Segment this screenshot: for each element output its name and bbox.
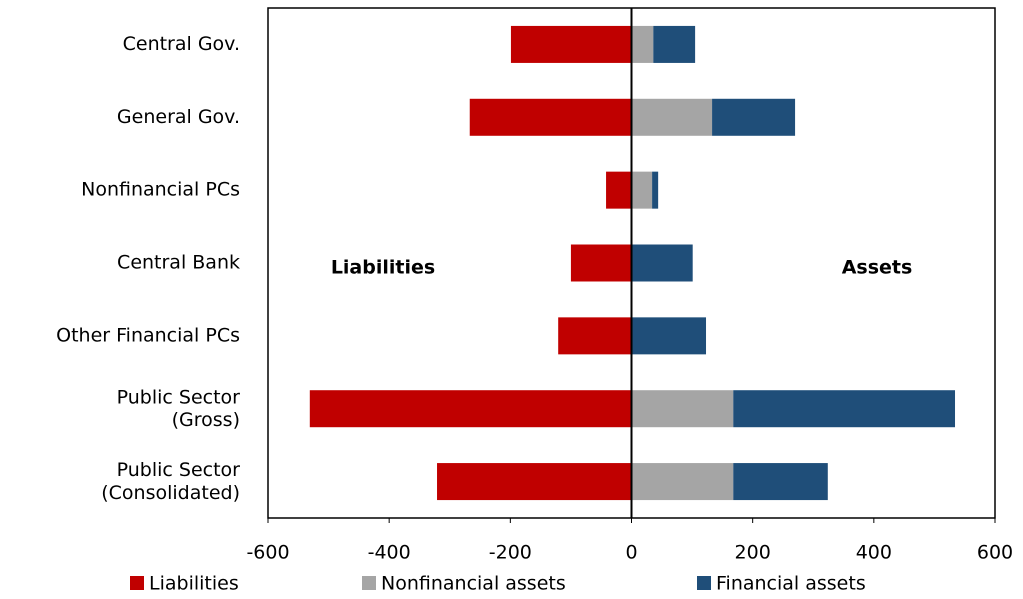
- y-tick-label: General Gov.: [117, 106, 240, 128]
- y-tick-label: Other Financial PCs: [56, 324, 240, 346]
- bar: [631, 244, 693, 282]
- bar: [631, 25, 654, 63]
- bar: [653, 25, 696, 63]
- annotation: Liabilities: [331, 257, 435, 279]
- bar: [652, 171, 659, 209]
- x-tick-label: 0: [625, 542, 637, 564]
- x-tick-label: 400: [856, 542, 892, 564]
- annotation: Assets: [842, 257, 913, 279]
- y-tick-label: Central Gov.: [123, 33, 240, 55]
- legend-swatch: [697, 576, 711, 590]
- x-tick-label: -200: [489, 542, 532, 564]
- x-tick-label: 200: [735, 542, 771, 564]
- bar: [631, 98, 713, 136]
- x-tick-label: -600: [246, 542, 289, 564]
- bar: [631, 390, 734, 428]
- legend-swatch: [130, 576, 144, 590]
- legend-swatch: [362, 576, 376, 590]
- bar: [469, 98, 632, 136]
- bar: [437, 463, 632, 501]
- x-tick-label: -400: [368, 542, 411, 564]
- bar: [631, 317, 707, 355]
- legend-label: Financial assets: [716, 573, 866, 595]
- bar: [558, 317, 632, 355]
- bar: [631, 463, 734, 501]
- bar: [309, 390, 632, 428]
- y-tick-label: Central Bank: [117, 252, 240, 274]
- bar: [510, 25, 632, 63]
- legend-label: Nonfinancial assets: [381, 573, 566, 595]
- bar: [712, 98, 796, 136]
- bar: [631, 171, 653, 209]
- x-tick-label: 600: [977, 542, 1013, 564]
- y-tick-label: Nonfinancial PCs: [81, 179, 240, 201]
- y-tick-label: Public Sector (Gross): [117, 386, 241, 431]
- legend-label: Liabilities: [149, 573, 239, 595]
- bar: [733, 463, 828, 501]
- bar: [570, 244, 632, 282]
- y-tick-label: Public Sector (Consolidated): [101, 459, 240, 504]
- bar: [733, 390, 956, 428]
- bar: [606, 171, 632, 209]
